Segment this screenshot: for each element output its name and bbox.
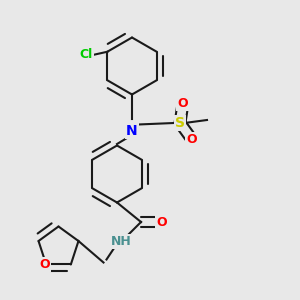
- Text: S: S: [175, 116, 185, 130]
- Text: O: O: [178, 97, 188, 110]
- Text: Cl: Cl: [80, 48, 93, 61]
- Text: NH: NH: [111, 235, 132, 248]
- Text: O: O: [187, 133, 197, 146]
- Text: N: N: [126, 124, 138, 137]
- Text: O: O: [157, 215, 167, 229]
- Text: O: O: [39, 258, 50, 271]
